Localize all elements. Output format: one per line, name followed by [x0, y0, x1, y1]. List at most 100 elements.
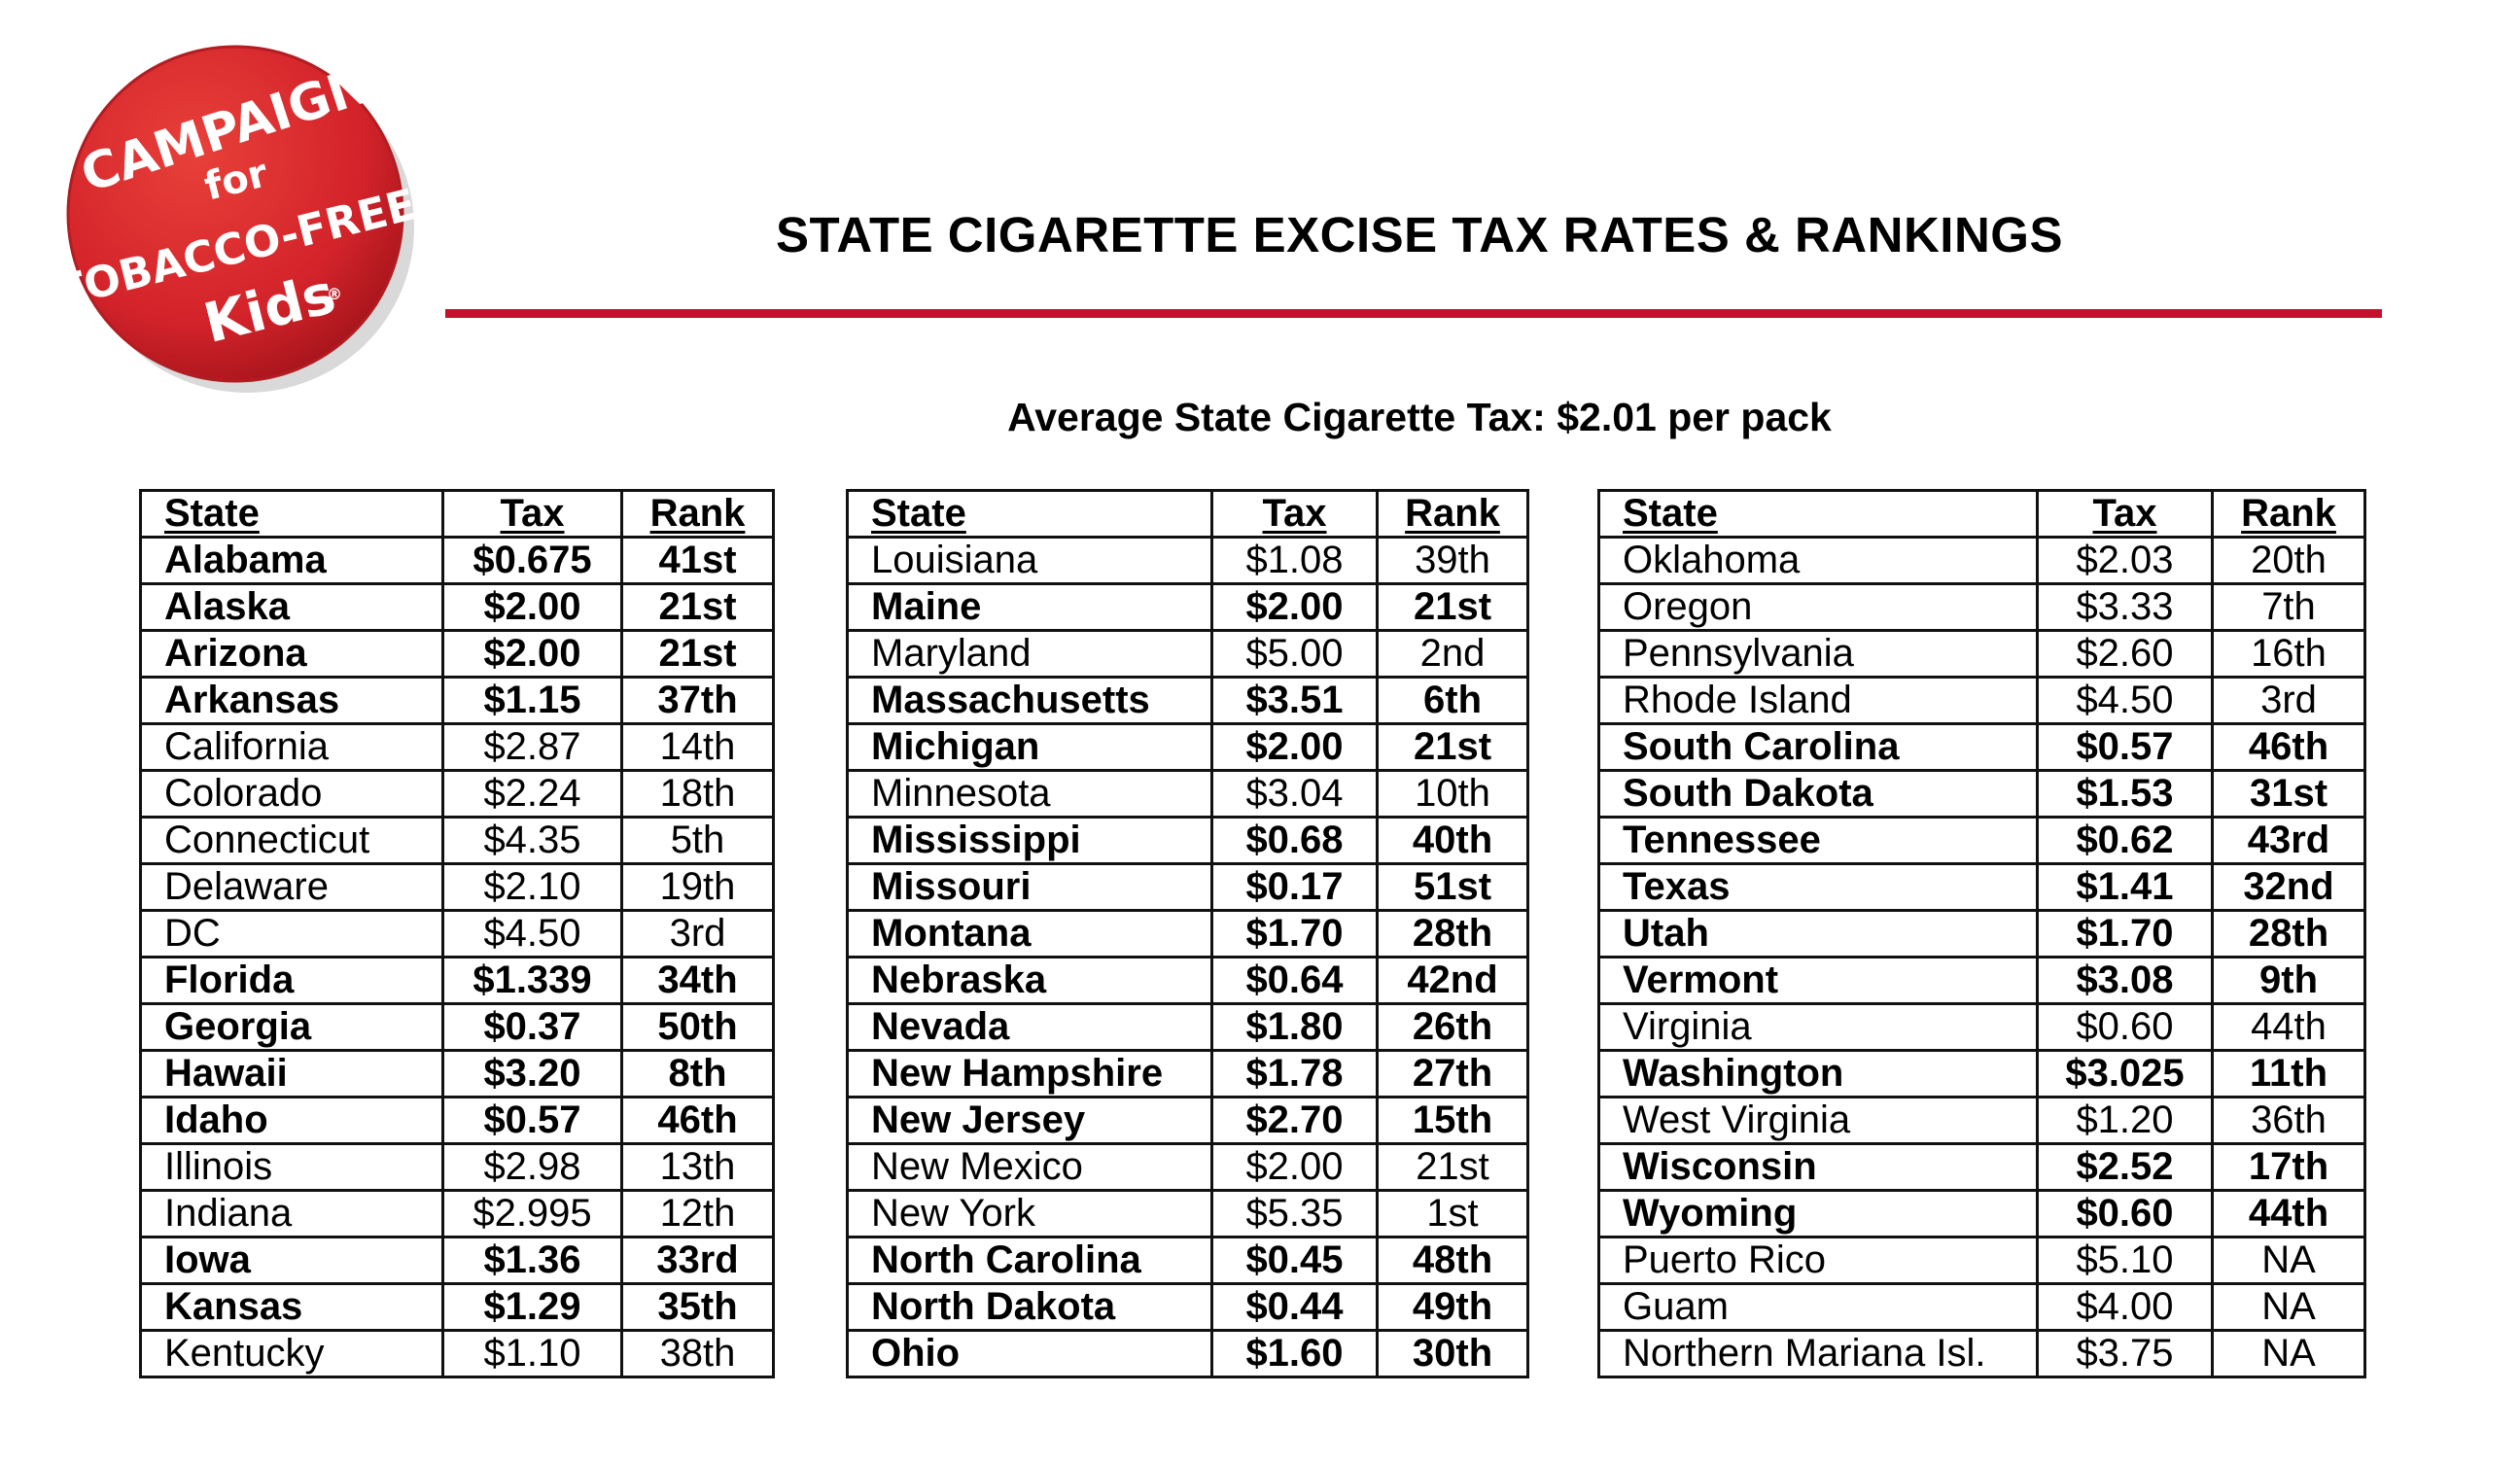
tax-cell: $0.60: [2036, 1189, 2214, 1238]
tax-cell: $1.70: [2036, 909, 2214, 959]
table-row: Vermont $3.08 9th: [1597, 956, 2366, 1005]
state-cell: Missouri: [846, 862, 1213, 912]
rank-cell: 8th: [620, 1049, 775, 1098]
state-cell: Georgia: [139, 1002, 444, 1052]
table-row: Rhode Island $4.50 3rd: [1597, 676, 2366, 725]
tax-cell: $5.00: [1210, 629, 1379, 679]
rank-cell: 41st: [620, 536, 775, 585]
table-row: Massachusetts $3.51 6th: [846, 676, 1529, 725]
logo-registered-mark: ®: [327, 285, 342, 303]
table-row: Missouri $0.17 51st: [846, 862, 1529, 912]
tax-table-1: State Tax Rank Alabama $0.675 41st Alaska $2…: [139, 489, 775, 1378]
rank-cell: 20th: [2211, 536, 2366, 585]
table-row: West Virginia $1.20 36th: [1597, 1096, 2366, 1145]
state-cell: Arkansas: [139, 676, 444, 725]
column-header-tax: Tax: [2036, 489, 2214, 539]
table-row: Pennsylvania $2.60 16th: [1597, 629, 2366, 679]
rank-cell: 18th: [620, 769, 775, 819]
rank-cell: 5th: [620, 816, 775, 865]
state-cell: DC: [139, 909, 444, 959]
table-row: Oregon $3.33 7th: [1597, 582, 2366, 632]
column-header-state: State: [846, 489, 1213, 539]
state-cell: Oklahoma: [1597, 536, 2039, 585]
rank-cell: 34th: [620, 956, 775, 1005]
tax-cell: $0.64: [1210, 956, 1379, 1005]
table-row: New York $5.35 1st: [846, 1189, 1529, 1238]
table-row: South Carolina $0.57 46th: [1597, 722, 2366, 772]
rank-cell: 32nd: [2211, 862, 2366, 912]
state-cell: Alabama: [139, 536, 444, 585]
state-cell: Pennsylvania: [1597, 629, 2039, 679]
rank-cell: 35th: [620, 1282, 775, 1332]
tax-cell: $2.60: [2036, 629, 2214, 679]
rank-cell: 39th: [1376, 536, 1529, 585]
rank-cell: NA: [2211, 1329, 2366, 1378]
rank-cell: 12th: [620, 1189, 775, 1238]
tax-cell: $2.00: [441, 582, 623, 632]
column-header-tax: Tax: [441, 489, 623, 539]
table-row: Minnesota $3.04 10th: [846, 769, 1529, 819]
rank-cell: 31st: [2211, 769, 2366, 819]
tax-cell: $0.675: [441, 536, 623, 585]
state-cell: Kansas: [139, 1282, 444, 1332]
rank-cell: NA: [2211, 1236, 2366, 1285]
state-cell: Indiana: [139, 1189, 444, 1238]
tax-cell: $1.20: [2036, 1096, 2214, 1145]
tax-table-2: State Tax Rank Louisiana $1.08 39th Maine $2…: [846, 489, 1529, 1378]
state-cell: Ohio: [846, 1329, 1213, 1378]
column-header-state: State: [1597, 489, 2039, 539]
state-cell: Washington: [1597, 1049, 2039, 1098]
rank-cell: 16th: [2211, 629, 2366, 679]
rank-cell: 36th: [2211, 1096, 2366, 1145]
state-cell: Massachusetts: [846, 676, 1213, 725]
rank-cell: 3rd: [2211, 676, 2366, 725]
table-row: Delaware $2.10 19th: [139, 862, 775, 912]
tax-table-3: State Tax Rank Oklahoma $2.03 20th Oregon $3…: [1597, 489, 2366, 1378]
tax-cell: $4.50: [2036, 676, 2214, 725]
rank-cell: 44th: [2211, 1189, 2366, 1238]
state-cell: Puerto Rico: [1597, 1236, 2039, 1285]
table-row: Indiana $2.995 12th: [139, 1189, 775, 1238]
rank-cell: 21st: [1376, 1142, 1529, 1192]
tax-cell: $5.10: [2036, 1236, 2214, 1285]
tax-cell: $2.98: [441, 1142, 623, 1192]
table-row: Florida $1.339 34th: [139, 956, 775, 1005]
rank-cell: 51st: [1376, 862, 1529, 912]
state-cell: Rhode Island: [1597, 676, 2039, 725]
tax-cell: $0.57: [2036, 722, 2214, 772]
tax-cell: $4.00: [2036, 1282, 2214, 1332]
state-cell: Hawaii: [139, 1049, 444, 1098]
state-cell: Texas: [1597, 862, 2039, 912]
table-header-row: State Tax Rank: [846, 489, 1529, 539]
tax-cell: $1.10: [441, 1329, 623, 1378]
rank-cell: 1st: [1376, 1189, 1529, 1238]
state-cell: Colorado: [139, 769, 444, 819]
tax-cell: $1.29: [441, 1282, 623, 1332]
rank-cell: 21st: [1376, 722, 1529, 772]
column-header-state: State: [139, 489, 444, 539]
rank-cell: 43rd: [2211, 816, 2366, 865]
state-cell: New Mexico: [846, 1142, 1213, 1192]
tax-cell: $2.24: [441, 769, 623, 819]
table-row: Puerto Rico $5.10 NA: [1597, 1236, 2366, 1285]
table-row: Nebraska $0.64 42nd: [846, 956, 1529, 1005]
table-row: Mississippi $0.68 40th: [846, 816, 1529, 865]
tax-cell: $1.78: [1210, 1049, 1379, 1098]
table-row: Wyoming $0.60 44th: [1597, 1189, 2366, 1238]
tax-cell: $1.41: [2036, 862, 2214, 912]
state-cell: West Virginia: [1597, 1096, 2039, 1145]
tax-cell: $0.44: [1210, 1282, 1379, 1332]
table-row: California $2.87 14th: [139, 722, 775, 772]
rank-cell: 37th: [620, 676, 775, 725]
table-row: Washington $3.025 11th: [1597, 1049, 2366, 1098]
rank-cell: 33rd: [620, 1236, 775, 1285]
tax-cell: $2.87: [441, 722, 623, 772]
table-row: New Jersey $2.70 15th: [846, 1096, 1529, 1145]
tax-cell: $1.339: [441, 956, 623, 1005]
tax-cell: $2.995: [441, 1189, 623, 1238]
rank-cell: 19th: [620, 862, 775, 912]
table-row: Montana $1.70 28th: [846, 909, 1529, 959]
rank-cell: 7th: [2211, 582, 2366, 632]
table-row: Arkansas $1.15 37th: [139, 676, 775, 725]
table-row: Alabama $0.675 41st: [139, 536, 775, 585]
